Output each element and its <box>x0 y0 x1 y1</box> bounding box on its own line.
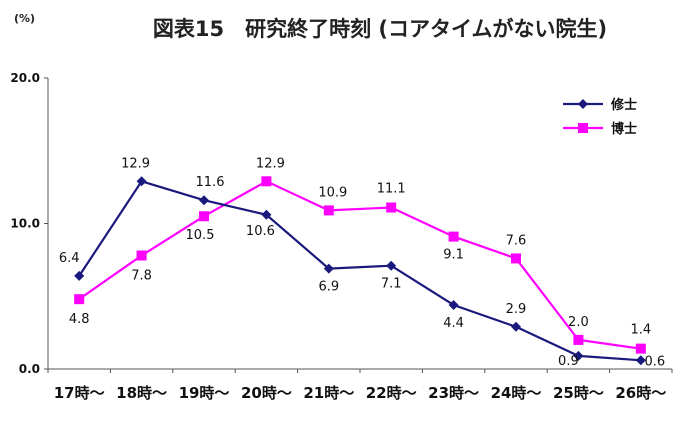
data-label: 10.6 <box>246 224 275 239</box>
axes: 0.0 10.0 20.0 17時～ 18時～ 19時～ 20時～ 21時～ 22時～ 23時～ 2… <box>10 71 673 402</box>
data-point <box>74 270 85 281</box>
data-point <box>199 211 209 222</box>
data-point <box>261 209 272 220</box>
data-label: 4.8 <box>69 312 90 327</box>
data-point <box>261 176 272 187</box>
data-label: 7.6 <box>506 233 527 248</box>
data-point <box>136 250 147 261</box>
data-point <box>323 263 334 274</box>
series-1 <box>74 176 646 354</box>
data-label: 4.4 <box>443 316 464 331</box>
x-tick-label: 17時～ <box>54 384 105 402</box>
data-point <box>573 334 584 345</box>
data-label: 11.6 <box>196 175 225 190</box>
x-tick-label: 25時～ <box>553 384 604 402</box>
series-line-0 <box>78 180 641 362</box>
data-labels: 4.8 7.8 10.5 12.9 10.9 11.1 9.1 7.6 2.0 1.4 6.4 12.… <box>59 156 665 369</box>
data-point <box>511 321 521 332</box>
data-label: 0.6 <box>644 354 665 369</box>
data-point <box>323 205 334 216</box>
data-label: 6.4 <box>59 251 80 266</box>
legend-marker <box>578 123 588 133</box>
data-label: 7.8 <box>131 269 152 284</box>
data-point <box>386 260 397 271</box>
x-tick-label: 23時～ <box>428 384 479 402</box>
data-label: 9.1 <box>443 248 464 263</box>
chart-title: 図表15 研究終了時刻 (コアタイムがない院生) <box>153 17 607 41</box>
data-point <box>511 253 521 264</box>
legend-marker <box>578 99 588 109</box>
x-tick-label: 22時～ <box>366 384 417 402</box>
x-tick-label: 19時～ <box>179 384 230 402</box>
legend-item: 博士 <box>563 121 637 137</box>
data-label: 12.9 <box>256 156 285 171</box>
y-tick-label: 10.0 <box>10 217 40 231</box>
data-label: 7.1 <box>381 277 402 292</box>
series-0 <box>74 176 646 366</box>
data-label: 6.9 <box>318 280 339 295</box>
x-tick-label: 21時～ <box>303 384 354 402</box>
legend-label: 修士 <box>610 97 637 113</box>
x-tick-label: 24時～ <box>491 384 542 402</box>
x-tick-label: 20時～ <box>241 384 292 402</box>
y-tick-label: 0.0 <box>19 362 40 376</box>
data-point <box>386 202 397 213</box>
y-tick-label: 20.0 <box>10 71 40 85</box>
data-point <box>448 231 459 242</box>
data-point <box>74 294 85 305</box>
series-line-1 <box>78 180 641 350</box>
data-label: 2.0 <box>568 315 589 330</box>
data-point <box>199 195 209 206</box>
legend-label: 博士 <box>611 121 637 137</box>
data-label: 11.1 <box>377 181 406 196</box>
data-point <box>448 299 459 310</box>
y-axis-unit-label: (%) <box>14 12 35 25</box>
data-label: 0.9 <box>558 354 579 369</box>
data-point <box>635 355 646 366</box>
x-tick-label: 18時～ <box>116 384 167 402</box>
data-point <box>573 350 584 361</box>
data-point <box>635 343 646 354</box>
data-label: 10.9 <box>318 185 347 200</box>
data-point <box>136 176 147 187</box>
series-group <box>74 176 646 366</box>
data-label: 2.9 <box>506 302 527 317</box>
x-tick-label: 26時～ <box>615 384 666 402</box>
data-label: 12.9 <box>121 156 150 171</box>
data-label: 10.5 <box>186 228 215 243</box>
data-label: 1.4 <box>630 323 651 338</box>
legend-item: 修士 <box>563 97 637 113</box>
